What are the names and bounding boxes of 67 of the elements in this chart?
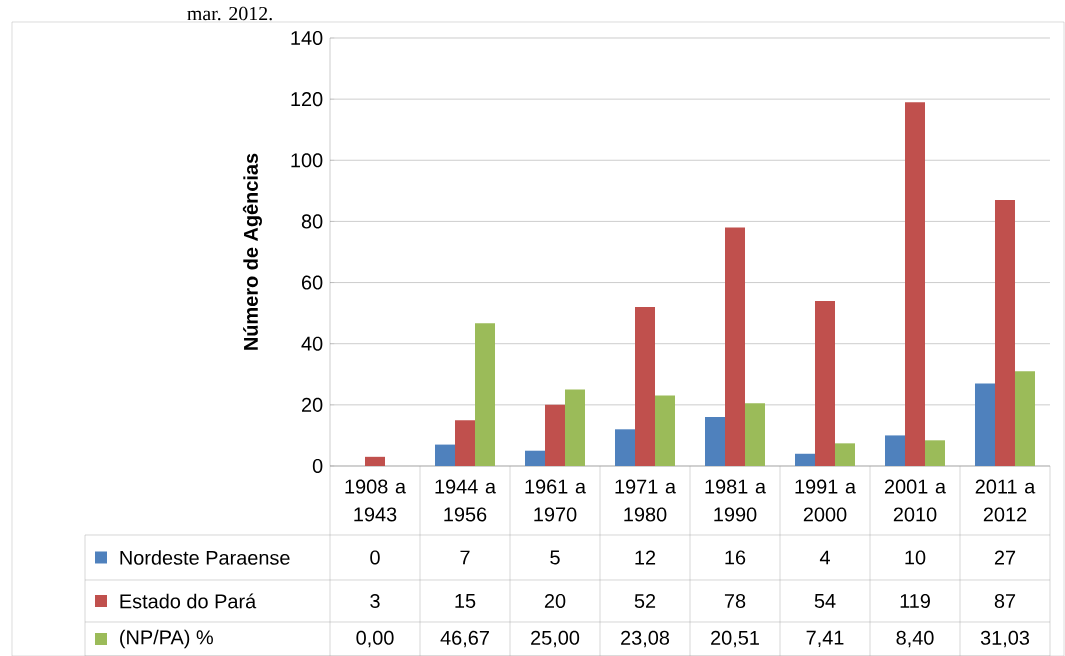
data-label: 3: [370, 593, 380, 608]
bar: [835, 443, 855, 466]
data-label: 7,41: [806, 630, 844, 648]
data-label: 12: [635, 550, 656, 565]
legend-label: Nordeste Paraense: [120, 550, 290, 565]
bar: [365, 456, 386, 466]
data-label: 52: [634, 593, 656, 608]
x-tick-label: 1981 a 1990: [705, 479, 767, 522]
data-label: 8,40: [896, 630, 934, 648]
bar: [975, 383, 995, 466]
bar: [925, 440, 945, 466]
bar: [885, 435, 905, 466]
x-tick-label: 1991 a 2000: [795, 479, 857, 522]
x-tick-label: 1908 a 1943: [345, 479, 407, 522]
legend-label: Estado do Pará: [120, 593, 257, 609]
x-tick-label: 1944 a 1956: [435, 479, 497, 522]
data-label: 10: [905, 550, 926, 565]
x-tick-label: 2001 a 2010: [884, 479, 947, 522]
x-tick-label: 1971 a 1980: [615, 479, 677, 522]
y-tick-label: 40: [301, 336, 323, 351]
y-tick-label: 120: [291, 91, 323, 107]
text: mar. 2012.: [187, 6, 272, 21]
bar: [725, 227, 745, 466]
data-label: 0,00: [356, 630, 394, 648]
bar: [745, 403, 765, 466]
data-label: 20,51: [711, 630, 759, 648]
bar: [655, 395, 675, 466]
bar: [455, 420, 476, 466]
bar: [475, 323, 495, 466]
data-label: 0: [370, 550, 380, 565]
data-label: 23,08: [621, 630, 670, 648]
data-label: 5: [550, 550, 560, 565]
bar: [795, 453, 815, 466]
y-axis-title: Número de Agências: [242, 153, 262, 350]
data-label: 15: [455, 593, 476, 608]
data-label: 4: [819, 550, 830, 565]
data-label: 20: [544, 593, 566, 608]
bar: [435, 444, 456, 466]
data-label: 31,03: [980, 630, 1030, 648]
bar: [1014, 371, 1035, 466]
data-label: 54: [814, 593, 836, 608]
y-tick-label: 80: [301, 214, 323, 229]
x-tick-label: 1961 a 1970: [525, 479, 587, 522]
bar: [905, 102, 925, 466]
data-label: 78: [724, 593, 746, 608]
data-label: 87: [994, 593, 1016, 608]
bar: [615, 429, 635, 466]
bar: [545, 404, 565, 466]
data-label: 119: [900, 593, 930, 608]
data-label: 46,67: [440, 630, 489, 648]
legend-label: (NP/PA) %: [120, 629, 213, 649]
bar: [565, 389, 585, 466]
bar: [815, 300, 835, 466]
data-label: 25,00: [531, 630, 580, 648]
y-tick-label: 100: [291, 153, 323, 168]
y-tick-label: 140: [291, 30, 323, 45]
data-label: 16: [725, 550, 746, 565]
bar: [525, 450, 545, 466]
y-tick-label: 60: [302, 275, 323, 290]
y-tick-label: 20: [302, 397, 323, 412]
bar: [705, 416, 725, 466]
y-tick-label: 0: [312, 458, 323, 473]
data-label: 27: [994, 550, 1016, 565]
x-tick-label: 2011 a 2012: [975, 479, 1036, 522]
data-label: 7: [460, 550, 470, 565]
bar: [995, 199, 1015, 466]
bar: [635, 306, 655, 466]
